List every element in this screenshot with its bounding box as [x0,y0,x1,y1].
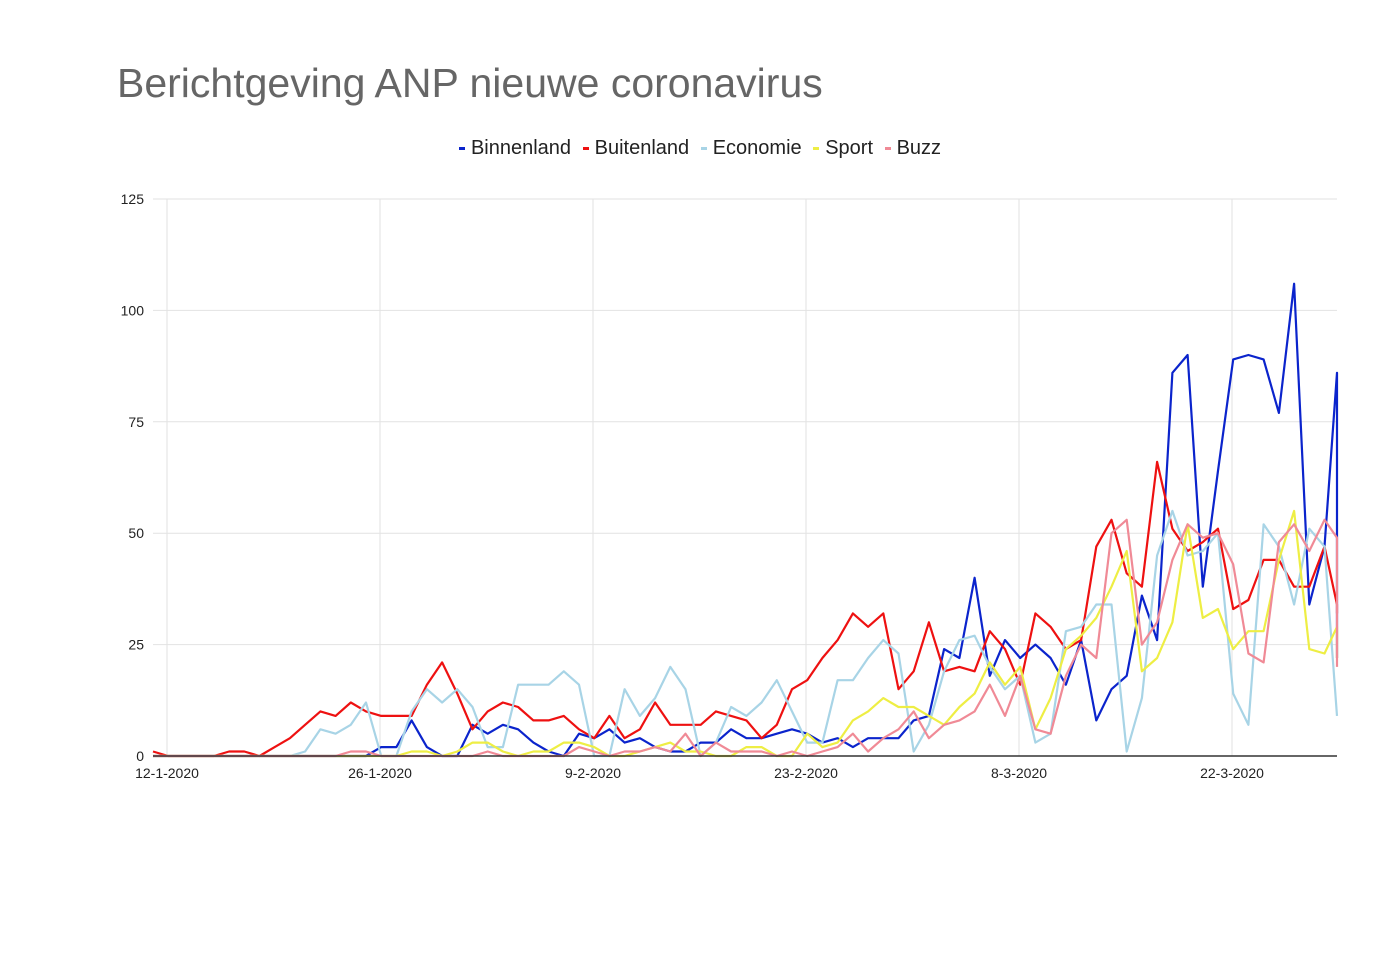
legend-swatch-buitenland [582,147,589,151]
legend-swatch-buzz [884,147,891,151]
legend-item-sport[interactable]: Sport [813,137,873,160]
legend-label-binnenland: Binnenland [470,137,572,159]
y-tick-label: 75 [128,414,144,430]
legend-item-buitenland[interactable]: Buitenland [582,137,690,160]
y-tick-label: 0 [136,748,144,764]
x-tick-label: 23-2-2020 [774,765,838,781]
y-tick-label: 125 [121,191,145,207]
legend-label-sport: Sport [825,137,874,159]
legend-label-buitenland: Buitenland [594,137,690,159]
legend-swatch-economie [700,147,707,151]
legend-item-economie[interactable]: Economie [700,137,802,160]
y-tick-label: 50 [128,525,144,541]
series-line-buzz [153,518,1339,758]
legend-swatch-binnenland [458,147,465,151]
legend-item-binnenland[interactable]: Binnenland [458,137,572,160]
series-line-economie [153,509,1339,758]
legend-label-buzz: Buzz [896,137,942,159]
legend-swatch-sport [813,147,820,151]
y-tick-label: 25 [128,637,144,653]
x-tick-label: 9-2-2020 [565,765,621,781]
legend: Binnenland Buitenland Economie Sport Buz… [0,137,1400,160]
legend-label-economie: Economie [712,137,802,159]
series-line-buitenland [152,460,1339,758]
x-tick-label: 12-1-2020 [135,765,199,781]
chart-title: Berichtgeving ANP nieuwe coronavirus [117,60,823,106]
x-tick-label: 26-1-2020 [348,765,412,781]
y-tick-label: 100 [121,302,145,318]
x-tick-label: 8-3-2020 [991,765,1047,781]
legend-item-buzz[interactable]: Buzz [884,137,942,160]
series-line-binnenland [153,282,1339,758]
x-tick-label: 22-3-2020 [1200,765,1264,781]
